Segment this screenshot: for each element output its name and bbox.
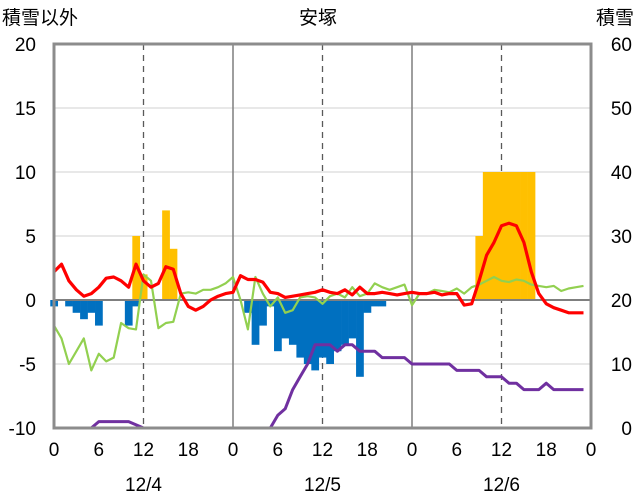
- snowfall-bar: [259, 300, 267, 326]
- right-tick-label: 50: [611, 99, 632, 120]
- snowfall-bar: [326, 300, 334, 364]
- snowfall-bar: [266, 300, 275, 307]
- snowfall-bar: [288, 300, 297, 345]
- left-tick-label: -10: [9, 419, 36, 440]
- precipitation-bar: [520, 172, 528, 300]
- precipitation-bar: [475, 236, 484, 300]
- precipitation-bar: [497, 172, 506, 300]
- snowfall-bar: [72, 300, 81, 313]
- x-tick-label: 0: [49, 440, 60, 461]
- temperature-line: [52, 221, 584, 315]
- x-tick-label: 0: [586, 440, 597, 461]
- snowfall-bar: [370, 300, 379, 307]
- precipitation-bar: [162, 210, 170, 300]
- snowfall-bar: [363, 300, 372, 313]
- left-axis-label: 積雪以外: [2, 7, 78, 29]
- snowfall-bar: [378, 300, 387, 307]
- right-tick-label: 0: [621, 419, 632, 440]
- x-ticks: 0 6 12 18 0 6 12 18 0 6 12 18 0: [49, 440, 597, 461]
- right-tick-label: 60: [611, 35, 632, 56]
- snowfall-bar: [87, 300, 96, 313]
- x-tick-label: 6: [93, 440, 104, 461]
- left-tick-label: 15: [15, 99, 36, 120]
- x-tick-label: 18: [178, 440, 199, 461]
- x-tick-label: 18: [357, 440, 378, 461]
- right-tick-label: 10: [611, 355, 632, 376]
- snowfall-bar: [95, 300, 103, 326]
- snowfall-bar: [348, 300, 357, 339]
- x-tick-label: 12: [312, 440, 333, 461]
- left-tick-label: 10: [15, 163, 36, 184]
- precipitation-bar: [512, 172, 521, 300]
- snowfall-bar: [356, 300, 364, 377]
- snowfall-bar: [341, 300, 349, 345]
- snowfall-bar: [274, 300, 282, 352]
- snowfall-bar: [124, 300, 133, 326]
- x-tick-label: 12: [133, 440, 154, 461]
- right-tick-label: 40: [611, 163, 632, 184]
- precipitation-bar: [527, 172, 536, 300]
- plot-frame: [52, 42, 593, 430]
- snowfall-bar: [296, 300, 305, 358]
- right-tick-label: 30: [611, 227, 632, 248]
- left-tick-label: 20: [15, 35, 36, 56]
- snowfall-bar: [333, 300, 342, 352]
- snow_depth-line: [54, 343, 584, 430]
- snowfall-bar: [318, 300, 327, 358]
- precipitation-bar: [505, 172, 513, 300]
- chart-title: 安塚: [299, 7, 337, 29]
- x-tick-label: 18: [536, 440, 557, 461]
- humidity_like-line: [53, 273, 584, 372]
- bars: [50, 172, 591, 377]
- x-tick-label: 6: [451, 440, 462, 461]
- precipitation-bar: [482, 172, 491, 300]
- left-ticks: -10 -5 0 5 10 15 20: [9, 35, 36, 440]
- precipitation-bar: [490, 172, 499, 300]
- date-labels: 12/4 12/5 12/6: [125, 475, 520, 496]
- date-label: 12/4: [125, 475, 162, 496]
- precipitation-bar: [139, 274, 148, 300]
- right-ticks: 0 10 20 30 40 50 60: [611, 35, 632, 440]
- x-tick-label: 6: [272, 440, 283, 461]
- date-label: 12/6: [483, 475, 520, 496]
- right-tick-label: 20: [611, 291, 632, 312]
- x-tick-label: 0: [228, 440, 239, 461]
- snowfall-bar: [132, 300, 141, 307]
- left-tick-label: 5: [25, 227, 36, 248]
- snowfall-bar: [303, 300, 312, 364]
- snowfall-bar: [65, 300, 73, 307]
- x-tick-label: 0: [407, 440, 418, 461]
- x-tick-label: 12: [491, 440, 512, 461]
- snowfall-bar: [251, 300, 260, 345]
- snowfall-bar: [244, 300, 252, 313]
- right-axis-label: 積雪: [596, 7, 634, 29]
- left-tick-label: 0: [25, 291, 36, 312]
- snowfall-bar: [80, 300, 88, 320]
- date-label: 12/5: [304, 475, 341, 496]
- snowfall-bar: [311, 300, 320, 371]
- lines: [52, 221, 584, 430]
- left-tick-label: -5: [19, 355, 36, 376]
- snowfall-bar: [281, 300, 290, 339]
